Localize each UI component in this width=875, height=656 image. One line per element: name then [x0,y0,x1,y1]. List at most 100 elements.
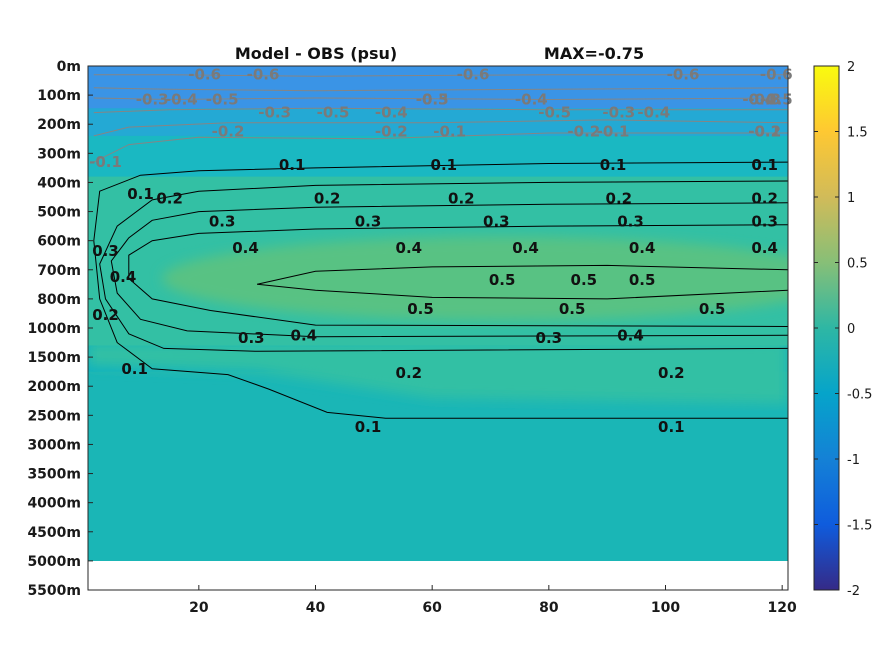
contour-label: 0.5 [629,271,656,289]
contour-label: -0.4 [742,90,775,108]
field-band-surface [88,66,788,109]
y-tick-label: 300m [37,146,81,162]
contour-line-0.2 [99,180,788,352]
contour-label: 0.1 [600,156,627,174]
colorbar-tick-label: 0.5 [847,257,868,272]
contour-label: -0.3 [748,90,781,108]
colorbar-tick-label: 1 [847,191,855,206]
y-tick-label: 500m [37,205,81,221]
contour-label: 0.3 [483,213,510,231]
contour-label: -0.5 [760,90,793,108]
field-core-max [162,236,788,321]
x-tick-label: 120 [768,600,797,616]
contour-label: 0.4 [110,268,137,286]
y-tick-label: 3000m [27,437,81,453]
contour-label: 0.2 [396,364,423,382]
contour-label: -0.5 [416,90,449,108]
colorbar-ticks: 2 1.5 1 0.5 0 -0.5 -1 -1.5 -2 [814,60,872,599]
contour-label: 0.1 [431,156,458,174]
contour-label: 0.2 [606,189,633,207]
y-tick-label: 600m [37,234,81,250]
contour-label: 0.5 [559,300,586,318]
colorbar-tick-label: -1.5 [847,519,872,534]
contour-label: 0.3 [92,242,119,260]
contour-label: 0.3 [355,213,382,231]
field-band-deep [88,371,788,561]
contour-label: 0.1 [121,360,148,378]
y-tick-label: 2000m [27,379,81,395]
contour-label: 0.3 [536,329,563,347]
contour-label: -0.5 [538,104,571,122]
contour-label: -0.3 [602,104,635,122]
y-tick-label: 4500m [27,525,81,541]
y-tick-label: 4000m [27,496,81,512]
contour-label: -0.1 [89,153,122,171]
contour-label: 0.4 [512,239,539,257]
y-tick-label: 1000m [27,321,81,337]
contour-label: -0.6 [760,66,793,84]
contour-label: 0.4 [751,239,778,257]
contour-label: -0.3 [258,104,291,122]
contour-labels: -0.1 -0.1 -0.1-0.1-0.2 -0.2 -0.2 -0.2-0.3-0.3… [89,66,793,436]
y-tick-label: 700m [37,263,81,279]
contour-line-0.5-top [257,264,788,285]
contour-label: 0.3 [617,213,644,231]
contour-label: 0.5 [489,271,516,289]
contour-label: -0.2 [567,123,600,141]
chart-title: Model - OBS (psu) [235,44,397,63]
contour-label: -0.1 [597,123,630,141]
contour-label: 0.2 [658,364,685,382]
no-data-region [88,561,788,590]
y-tick-label: 1500m [27,350,81,366]
y-tick-label: 400m [37,175,81,191]
colorbar-tick-label: -1 [847,453,860,468]
contour-label: 0.3 [238,329,265,347]
y-tick-label: 5500m [27,583,81,599]
colorbar [813,65,840,591]
x-tick-label: 40 [306,600,326,616]
contour-label: -0.3 [136,90,169,108]
x-tick-label: 80 [539,600,559,616]
field-band-intermediate [88,339,788,404]
colorbar-tick-label: 0 [847,322,855,337]
colorbar-tick-label: 2 [847,60,855,75]
contour-line-0.4 [128,224,788,327]
contour-label: 0.1 [658,418,685,436]
contour-label: 0.1 [127,185,154,203]
contour-label: 0.5 [571,271,598,289]
contour-line-neg-0.4 [93,97,788,101]
contour-label: -0.2 [375,123,408,141]
contour-label: -0.1 [748,123,781,141]
contour-label: -0.1 [433,123,466,141]
contour-label: 0.4 [291,326,318,344]
contour-line-0.1 [93,161,788,419]
contour-label: 0.5 [407,300,434,318]
contour-label: -0.6 [247,66,280,84]
contour-label: 0.4 [396,239,423,257]
y-tick-label: 3500m [27,467,81,483]
contour-label: 0.5 [699,300,726,318]
contour-label: 0.1 [751,156,778,174]
contour-line-neg-0.1 [93,132,788,163]
contour-label: 0.2 [156,189,183,207]
contour-label: -0.2 [748,123,781,141]
contour-label: 0.4 [617,326,644,344]
y-tick-label: 2500m [27,408,81,424]
colorbar-tick-label: -2 [847,584,860,599]
contour-label: -0.4 [637,104,670,122]
colorbar-tick-label: 1.5 [847,126,868,141]
x-tick-label: 20 [189,600,209,616]
contour-label: -0.6 [457,66,490,84]
contour-line-neg-0.2 [93,119,788,137]
y-tick-label: 0m [57,59,81,75]
contour-label: -0.4 [165,90,198,108]
contour-label: -0.6 [188,66,221,84]
contour-label: 0.1 [355,418,382,436]
contour-label: -0.5 [206,90,239,108]
contour-label: -0.4 [375,104,408,122]
contour-line-0.3 [110,202,788,338]
contour-label: -0.4 [515,90,548,108]
colorbar-tick-label: -0.5 [847,388,872,403]
x-tick-label: 100 [651,600,680,616]
